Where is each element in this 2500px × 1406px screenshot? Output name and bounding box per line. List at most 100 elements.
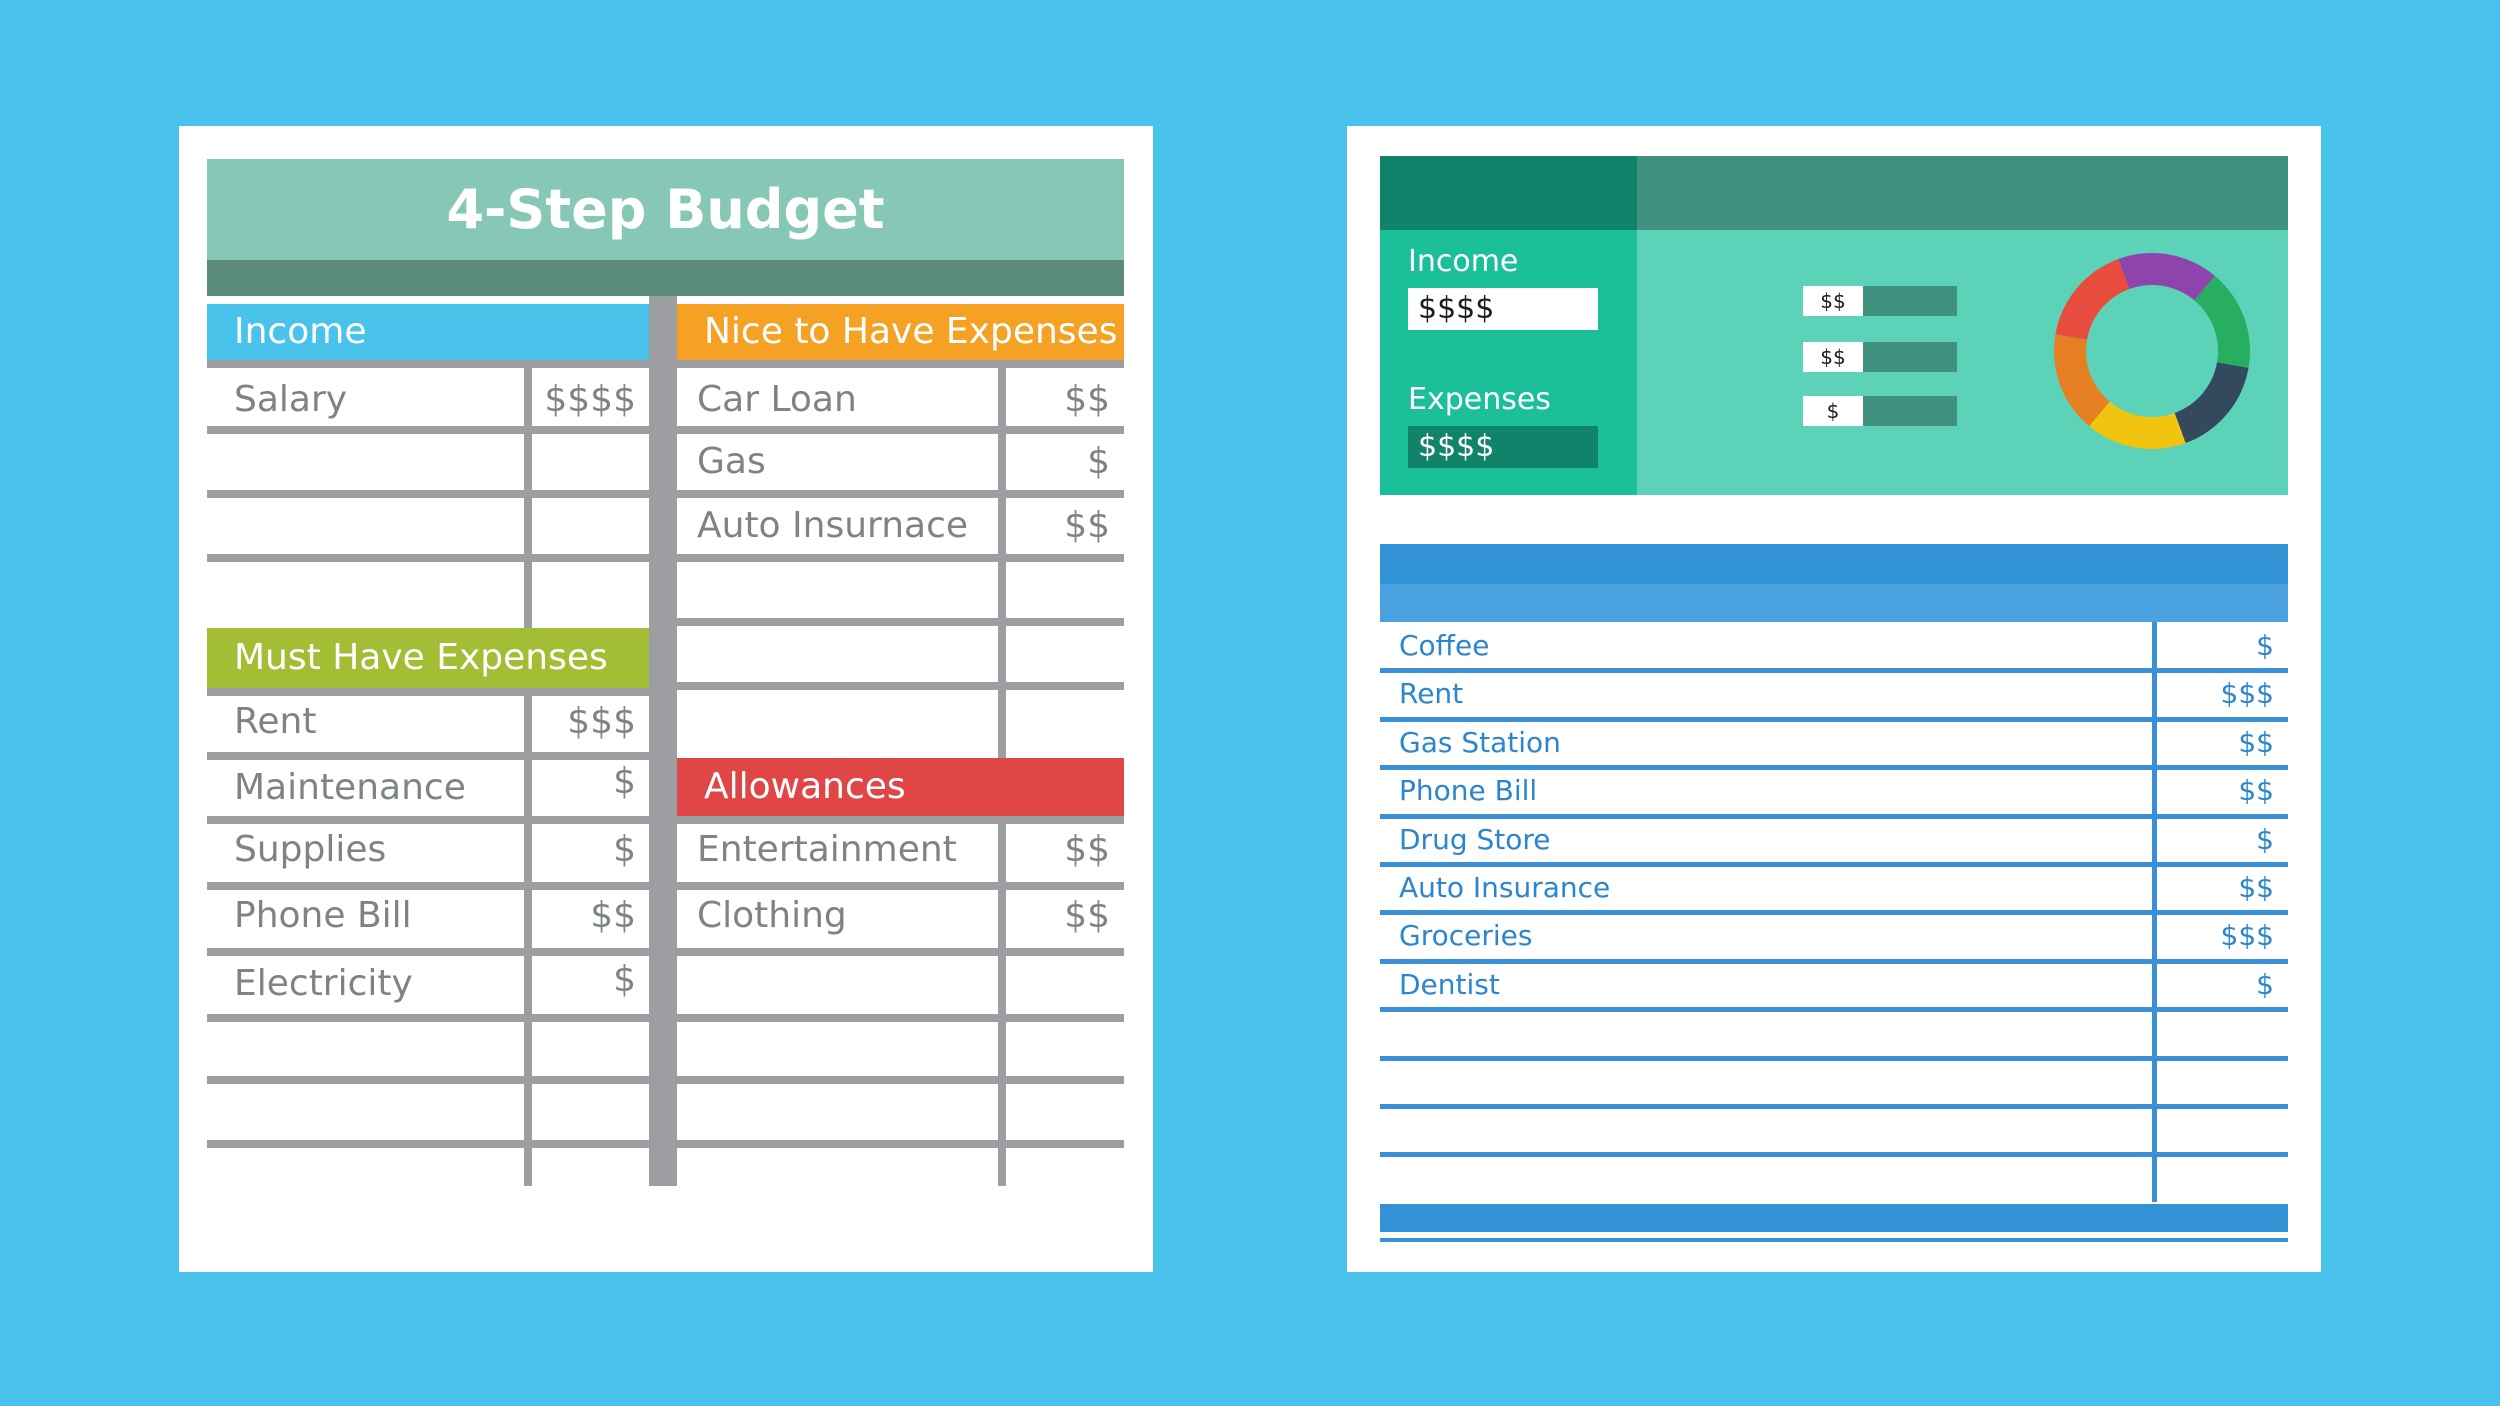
grid-line bbox=[677, 426, 1124, 434]
nice-to-have-section-header: Nice to Have Expenses bbox=[677, 304, 1124, 360]
summary-totals-panel: Income $$$$ Expenses $$$$ bbox=[1380, 230, 1637, 495]
grid-line bbox=[677, 360, 1124, 368]
table-row-line bbox=[1380, 862, 2288, 867]
income-section-header: Income bbox=[207, 304, 649, 360]
donut-segment bbox=[2174, 362, 2249, 444]
allowance-item-label: Clothing bbox=[697, 895, 847, 936]
must-have-item-label: Rent bbox=[234, 701, 317, 742]
mini-bar bbox=[1863, 286, 1957, 316]
page-title: 4-Step Budget bbox=[446, 178, 885, 241]
expense-item-label: Groceries bbox=[1399, 919, 1533, 952]
table-row-line bbox=[1380, 1152, 2288, 1157]
mini-bar bbox=[1863, 396, 1957, 426]
must-have-item-label: Electricity bbox=[234, 963, 413, 1004]
grid-line bbox=[207, 426, 649, 434]
title-band: 4-Step Budget bbox=[207, 159, 1124, 260]
table-row-line bbox=[1380, 814, 2288, 819]
expense-item-label: Rent bbox=[1399, 677, 1464, 710]
expense-item-amount: $ bbox=[2256, 823, 2274, 856]
grid-line bbox=[677, 1076, 1124, 1084]
table-row-line bbox=[1380, 1007, 2288, 1012]
table-footer-bar bbox=[1380, 1204, 2288, 1232]
nice-item-label: Car Loan bbox=[697, 379, 857, 420]
allowance-item-label: Entertainment bbox=[697, 829, 957, 870]
income-total-label: Income bbox=[1408, 244, 1519, 279]
grid-line bbox=[677, 682, 1124, 690]
must-have-section-header: Must Have Expenses bbox=[207, 628, 649, 688]
nice-item-amount: $$ bbox=[1064, 379, 1110, 420]
mini-bar-label: $$ bbox=[1803, 286, 1863, 316]
summary-header-dark bbox=[1380, 156, 1637, 230]
must-have-item-amount: $ bbox=[613, 959, 636, 1000]
expense-item-amount: $$ bbox=[2238, 774, 2274, 807]
income-item-amount: $$$$ bbox=[544, 379, 636, 420]
expense-item-label: Gas Station bbox=[1399, 726, 1561, 759]
donut-segment bbox=[2089, 401, 2186, 449]
income-item-label: Salary bbox=[234, 379, 348, 420]
grid-line bbox=[677, 1140, 1124, 1148]
table-row-line bbox=[1380, 910, 2288, 915]
table-row-line bbox=[1380, 717, 2288, 722]
donut-segment bbox=[2194, 275, 2250, 368]
table-header-subbar bbox=[1380, 584, 2288, 622]
expense-item-label: Drug Store bbox=[1399, 823, 1551, 856]
must-have-item-amount: $$$ bbox=[567, 701, 636, 742]
grid-line bbox=[207, 360, 649, 368]
grid-line bbox=[677, 490, 1124, 498]
expense-item-label: Dentist bbox=[1399, 968, 1500, 1001]
expense-item-label: Phone Bill bbox=[1399, 774, 1538, 807]
mini-bar-label: $$ bbox=[1803, 342, 1863, 372]
table-header-bar bbox=[1380, 544, 2288, 584]
must-have-item-amount: $$ bbox=[590, 895, 636, 936]
grid-line bbox=[207, 948, 649, 956]
table-row-line bbox=[1380, 765, 2288, 770]
nice-item-amount: $$ bbox=[1064, 505, 1110, 546]
budget-sheet-left: 4-Step Budget Income Must Have Expenses … bbox=[179, 126, 1153, 1272]
mini-bar-label: $ bbox=[1803, 396, 1863, 426]
table-row-line bbox=[1380, 1104, 2288, 1109]
donut-segment bbox=[2055, 258, 2130, 340]
expense-item-amount: $ bbox=[2256, 629, 2274, 662]
grid-line bbox=[677, 882, 1124, 890]
table-row-line bbox=[1380, 1056, 2288, 1061]
grid-line bbox=[207, 816, 649, 824]
must-have-item-amount: $ bbox=[613, 829, 636, 870]
nice-item-amount: $ bbox=[1087, 441, 1110, 482]
left-amount-divider bbox=[524, 368, 532, 1186]
allowances-section-header: Allowances bbox=[677, 758, 1124, 816]
expenses-total-value: $$$$ bbox=[1408, 426, 1598, 468]
grid-line bbox=[677, 816, 1124, 824]
mini-bar bbox=[1863, 342, 1957, 372]
table-row-line bbox=[1380, 668, 2288, 673]
grid-line bbox=[207, 554, 649, 562]
must-have-item-amount: $ bbox=[613, 761, 636, 802]
must-have-item-label: Supplies bbox=[234, 829, 387, 870]
grid-line bbox=[207, 1140, 649, 1148]
grid-line bbox=[677, 1014, 1124, 1022]
grid-line bbox=[207, 882, 649, 890]
grid-line bbox=[207, 1014, 649, 1022]
donut-segment bbox=[2054, 334, 2110, 427]
grid-line bbox=[677, 948, 1124, 956]
grid-line bbox=[207, 490, 649, 498]
budget-sheet-right: Income $$$$ Expenses $$$$ $$ $$ $ Coffee… bbox=[1347, 126, 2321, 1272]
expense-item-label: Auto Insurance bbox=[1399, 871, 1611, 904]
expenses-total-label: Expenses bbox=[1408, 382, 1551, 417]
allowance-item-amount: $$ bbox=[1064, 829, 1110, 870]
table-footer-line bbox=[1380, 1238, 2288, 1242]
summary-chart-panel: $$ $$ $ bbox=[1637, 230, 2288, 495]
expense-item-amount: $$ bbox=[2238, 726, 2274, 759]
expense-item-amount: $$$ bbox=[2220, 677, 2274, 710]
nice-item-label: Auto Insurnace bbox=[697, 505, 969, 546]
grid-line bbox=[677, 618, 1124, 626]
donut-chart bbox=[2054, 253, 2250, 449]
grid-line bbox=[207, 752, 649, 760]
must-have-item-label: Maintenance bbox=[234, 767, 466, 808]
nice-item-label: Gas bbox=[697, 441, 766, 482]
center-divider bbox=[649, 296, 677, 1186]
grid-line bbox=[677, 554, 1124, 562]
donut-segment bbox=[2118, 253, 2215, 301]
expense-item-label: Coffee bbox=[1399, 629, 1490, 662]
must-have-item-label: Phone Bill bbox=[234, 895, 412, 936]
grid-line bbox=[207, 688, 649, 696]
